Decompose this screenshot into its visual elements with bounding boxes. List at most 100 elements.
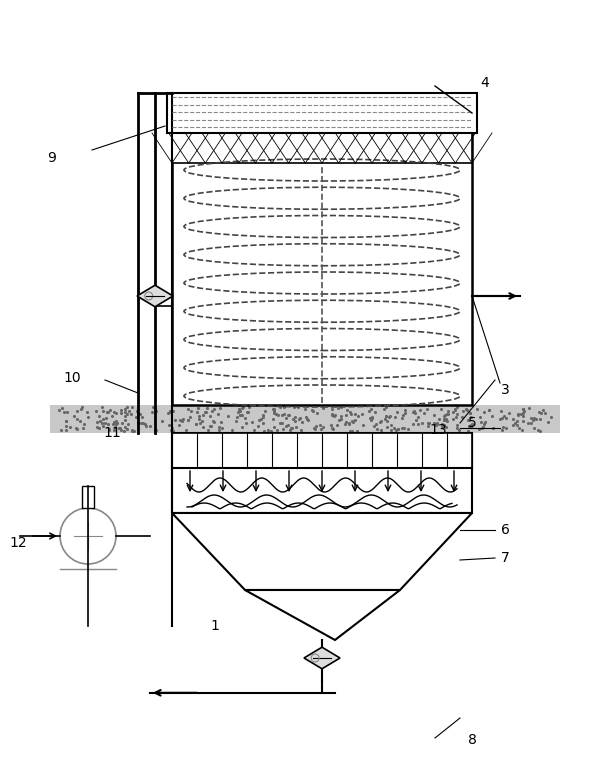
Text: 10: 10 [63,371,81,385]
Point [502,412,511,425]
Point [62,406,72,418]
Point [502,422,511,435]
Point [237,409,247,421]
Point [316,419,325,432]
Point [293,401,303,413]
Point [150,424,160,436]
Point [310,422,319,435]
Point [269,412,278,425]
Point [285,424,295,436]
Point [496,413,505,425]
Point [475,422,484,435]
Point [82,406,92,419]
Point [345,406,355,419]
Point [78,422,88,434]
Point [95,415,105,427]
Point [481,415,490,428]
Point [277,409,287,421]
Point [463,403,472,415]
Point [365,412,375,424]
Point [268,403,277,415]
Point [476,416,485,429]
Point [327,408,337,420]
Point [169,405,178,417]
Point [337,413,346,425]
Point [434,413,444,425]
Point [386,424,395,436]
Point [286,422,295,434]
Point [449,406,458,418]
Text: 12: 12 [9,536,27,550]
Point [214,424,224,436]
Point [346,408,355,420]
Point [332,419,342,432]
Point [457,411,467,423]
Point [214,420,224,432]
Point [466,419,476,431]
Point [311,419,321,432]
Point [479,418,488,430]
Point [164,419,173,432]
Point [62,424,71,436]
Point [76,403,86,415]
Point [224,409,233,422]
Point [297,416,307,429]
Point [464,420,473,432]
Point [133,405,142,417]
Point [499,410,509,422]
Point [535,412,544,425]
Point [271,408,281,420]
Point [383,421,392,433]
Point [452,422,462,435]
Point [205,410,215,422]
Point [203,423,213,435]
Point [232,411,242,423]
Point [381,409,391,422]
Point [538,404,548,416]
Point [518,402,528,415]
Point [318,421,328,433]
Point [513,408,523,420]
Text: 5: 5 [467,416,476,430]
Point [519,405,529,417]
Point [102,406,112,419]
Point [290,415,300,427]
Polygon shape [137,285,173,306]
Point [328,423,337,435]
Polygon shape [304,647,340,669]
Point [196,417,205,429]
Point [112,418,121,430]
Point [275,417,284,429]
Point [287,422,296,434]
Point [393,423,403,435]
Point [380,413,389,425]
Point [530,422,539,435]
Point [523,417,533,429]
Point [328,409,337,422]
Point [79,419,89,431]
Point [350,408,359,420]
Point [109,416,119,429]
Point [443,408,452,420]
Point [120,413,130,425]
Point [385,411,394,423]
Point [342,404,352,416]
Point [536,425,545,437]
Point [56,424,66,436]
Point [436,403,446,415]
Point [484,404,494,416]
Point [100,417,109,429]
Point [183,402,193,415]
Point [412,413,421,425]
Point [461,403,471,415]
Point [440,409,449,422]
Point [57,402,67,414]
Text: 7: 7 [500,551,509,565]
Point [109,406,119,418]
Point [347,415,357,428]
Point [235,405,245,417]
Point [368,411,377,423]
Point [198,421,208,433]
Point [139,417,148,429]
Point [544,416,553,429]
